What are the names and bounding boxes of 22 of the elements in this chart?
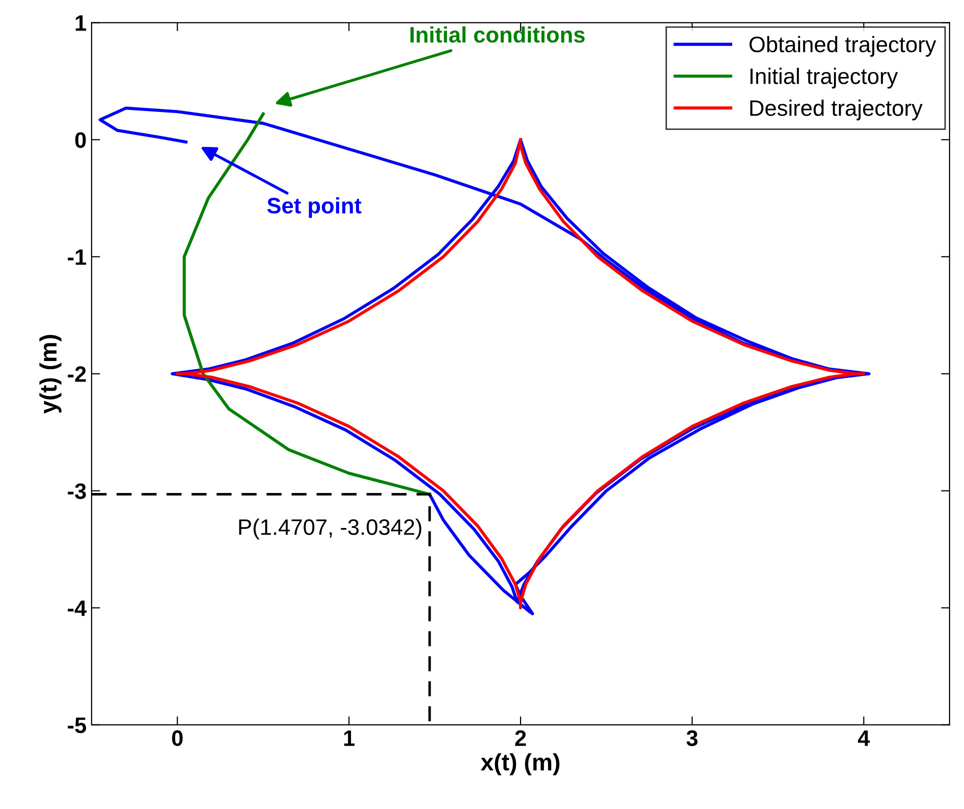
x-axis-title: x(t) (m) [480,753,560,776]
annotation: P(1.4707, -3.0342) [239,518,422,540]
y-tick-label: -2 [68,366,86,382]
legend-label: Initial trajectory [750,68,898,89]
y-tick-label: 0 [75,132,86,148]
y-tick-label: -5 [68,718,86,734]
legend-label: Obtained trajectory [750,36,936,57]
x-tick-label: 4 [858,730,870,746]
y-tick-label: 1 [76,15,86,31]
annotation: Set point [267,197,362,218]
y-tick-label: -4 [68,600,87,616]
x-tick-label: 2 [515,730,526,746]
line-series [182,112,432,496]
legend-label: Desired trajectory [750,100,923,120]
y-tick-label: -3 [68,483,86,500]
x-tick-label: 1 [344,730,355,746]
line-series [176,138,866,610]
y-axis-title: y(t) (m) [39,334,62,414]
x-tick-label: 0 [172,730,183,746]
y-tick-label: -1 [68,249,86,265]
x-tick-label: 3 [686,730,698,746]
annotation: Initial conditions [410,26,585,43]
